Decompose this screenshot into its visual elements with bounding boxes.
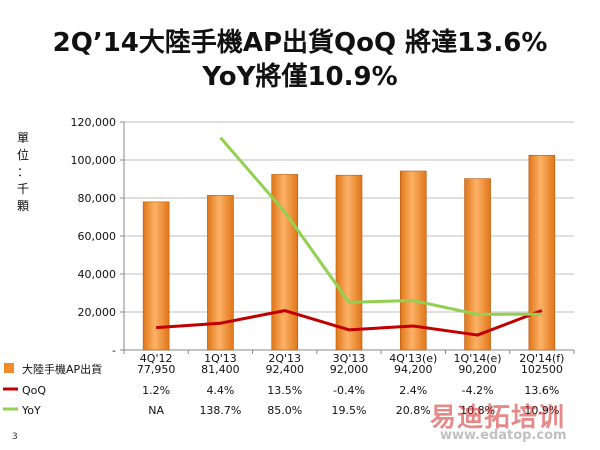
x-tick-label: 4Q'13(e) <box>389 352 437 365</box>
series-line-yoy <box>219 136 542 316</box>
bar <box>207 195 234 351</box>
table-cell: 77,950 <box>137 363 176 376</box>
legend-label: 大陸手機AP出貨 <box>22 362 102 376</box>
table-cell: 85.0% <box>267 404 302 417</box>
table-cell: 4.4% <box>206 384 234 397</box>
table-cell: 92,400 <box>265 363 304 376</box>
y-tick-label: - <box>112 344 116 357</box>
y-axis-label: 單 位 ： 千 顆 <box>12 130 34 215</box>
watermark: 易迪拓培训 <box>430 403 566 433</box>
y-tick-label: 40,000 <box>78 268 117 281</box>
table-cell: 92,000 <box>330 363 369 376</box>
title-line-2: YoY將僅10.9% <box>202 62 398 92</box>
x-tick-label: 4Q'12 <box>140 352 173 365</box>
table-cell: 81,400 <box>201 363 240 376</box>
table-cell: 13.6% <box>524 384 559 397</box>
table-cell: NA <box>148 404 164 417</box>
table-cell: 138.7% <box>199 404 241 417</box>
legend-label: YoY <box>21 404 41 417</box>
table-cell: 2.4% <box>399 384 427 397</box>
table-cell: 94,200 <box>394 363 433 376</box>
table-cell: 90,200 <box>458 363 497 376</box>
watermark-url: www.edatop.com <box>440 428 567 443</box>
y-tick-label: 60,000 <box>78 230 117 243</box>
legend-label: QoQ <box>22 384 46 397</box>
y-tick-label: 120,000 <box>71 116 117 129</box>
x-tick-label: 2Q'13 <box>268 352 301 365</box>
table-cell: 10.8% <box>460 404 495 417</box>
bar <box>399 170 427 351</box>
y-tick-label: 100,000 <box>71 154 117 167</box>
y-axis-label-char: 顆 <box>16 199 29 213</box>
table-cell: -4.2% <box>462 384 494 397</box>
table-cell: 13.5% <box>267 384 302 397</box>
bar <box>142 201 170 351</box>
chart-title: 2Q’14大陸手機AP出貨QoQ 將達13.6% YoY將僅10.9% <box>0 26 600 94</box>
legend-key-bar <box>4 363 14 373</box>
slide-number: 3 <box>12 432 18 442</box>
table-cell: 1.2% <box>142 384 170 397</box>
y-axis-label-char: 千 <box>16 182 29 196</box>
table-cell: -0.4% <box>333 384 365 397</box>
y-tick-label: 80,000 <box>78 192 117 205</box>
table-cell: 19.5% <box>332 404 367 417</box>
bar <box>464 178 491 351</box>
bar <box>528 154 556 351</box>
x-tick-label: 1Q'14(e) <box>454 352 502 365</box>
table-cell: 10.9% <box>524 404 559 417</box>
series-line-qoq <box>156 309 543 337</box>
x-tick-label: 3Q'13 <box>333 352 366 365</box>
y-tick-label: 20,000 <box>78 306 117 319</box>
y-axis-label-char: ： <box>16 165 29 179</box>
bar <box>335 174 363 351</box>
title-line-1: 2Q’14大陸手機AP出貨QoQ 將達13.6% <box>52 28 548 58</box>
table-cell: 20.8% <box>396 404 431 417</box>
y-axis-label-char: 單 <box>16 131 29 145</box>
x-tick-label: 1Q'13 <box>204 352 237 365</box>
x-tick-label: 2Q'14(f) <box>519 352 564 365</box>
y-axis-label-char: 位 <box>16 148 29 162</box>
table-cell: 102500 <box>521 363 563 376</box>
